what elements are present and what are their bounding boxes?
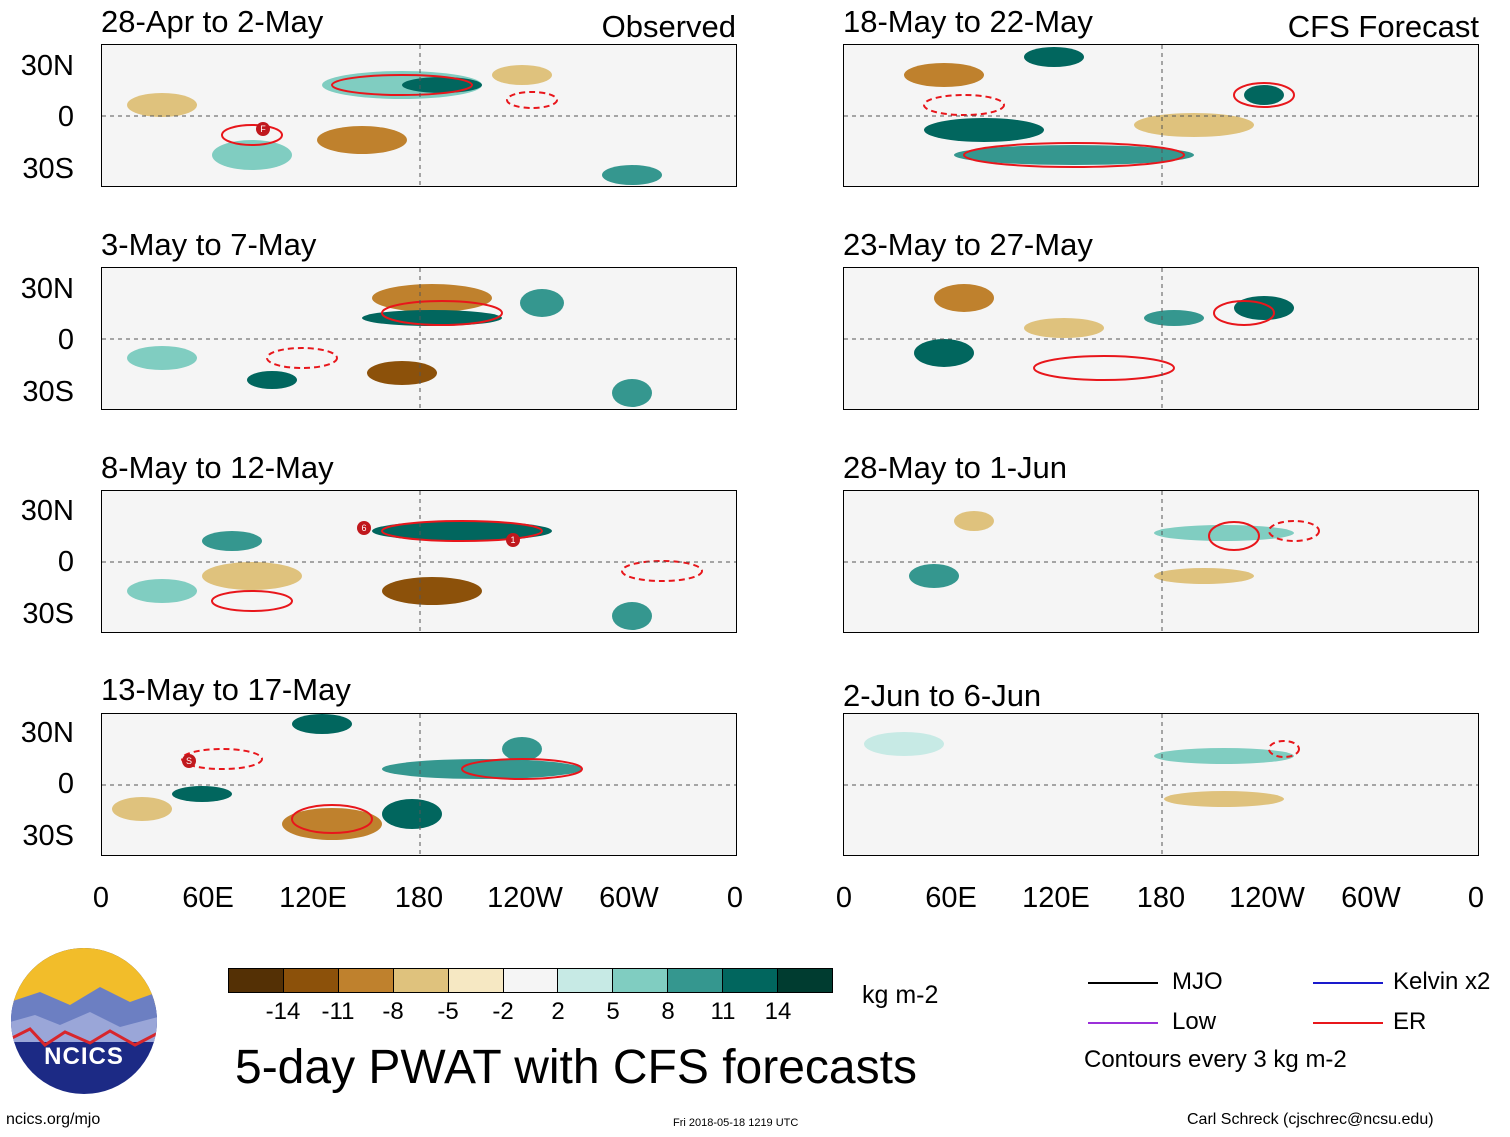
lat-label: 0 xyxy=(57,768,74,800)
map-panel-obs-3 xyxy=(101,490,737,633)
map-panel-fcst-1 xyxy=(843,44,1479,187)
footer-url[interactable]: ncics.org/mjo xyxy=(6,1111,101,1128)
legend-label-er: ER xyxy=(1393,1008,1427,1035)
panel-title-fcst-4: 2-Jun to 6-Jun xyxy=(843,678,1042,713)
lon-label: 0 xyxy=(92,882,110,914)
low-line-swatch xyxy=(1088,1022,1158,1024)
tropical-storm-marker: 6 xyxy=(357,521,371,535)
colorbar-swatch xyxy=(668,969,724,992)
legend-label-mjo: MJO xyxy=(1172,968,1223,995)
colorbar-swatch xyxy=(778,969,832,992)
panel-title-fcst-3: 28-May to 1-Jun xyxy=(843,450,1067,485)
colorbar-swatch xyxy=(503,969,559,992)
legend-label-low: Low xyxy=(1172,1008,1217,1035)
colorbar-swatch xyxy=(558,969,614,992)
lon-label: 120W xyxy=(487,882,563,914)
colorbar-swatch xyxy=(338,969,394,992)
ncics-logo: NCICS xyxy=(10,947,158,1095)
colorbar-tick: 5 xyxy=(606,998,620,1025)
colorbar-tick: -11 xyxy=(321,998,355,1025)
lon-label: 120E xyxy=(1022,882,1090,914)
lat-label: 30N xyxy=(20,273,74,305)
map-panel-fcst-3 xyxy=(843,490,1479,633)
pwat-anomaly-map-fcst-1 xyxy=(844,45,1478,186)
tropical-storm-marker: 1 xyxy=(506,533,520,547)
colorbar-tick: 2 xyxy=(551,998,565,1025)
lon-label: 120E xyxy=(279,882,347,914)
lat-label: 30S xyxy=(22,598,74,630)
contour-interval-note: Contours every 3 kg m-2 xyxy=(1084,1046,1347,1073)
colorbar-swatch xyxy=(229,969,284,992)
lon-label: 0 xyxy=(726,882,744,914)
lat-label: 30N xyxy=(20,495,74,527)
lon-label: 180 xyxy=(394,882,444,914)
mjo-line-swatch xyxy=(1088,982,1158,984)
observed-label: Observed xyxy=(601,9,736,44)
colorbar-swatch xyxy=(393,969,449,992)
pwat-anomaly-map-obs-1 xyxy=(102,45,736,186)
pwat-anomaly-map-obs-4 xyxy=(102,714,736,855)
lat-label: 0 xyxy=(57,546,74,578)
colorbar-tick: -8 xyxy=(382,998,404,1025)
pwat-anomaly-map-obs-3 xyxy=(102,491,736,632)
lat-label: 30S xyxy=(22,820,74,852)
colorbar-units: kg m-2 xyxy=(862,981,939,1009)
lon-label: 0 xyxy=(1467,882,1485,914)
footer-timestamp: Fri 2018-05-18 1219 UTC xyxy=(673,1117,799,1129)
map-panel-fcst-4 xyxy=(843,713,1479,856)
lon-label: 180 xyxy=(1136,882,1186,914)
er-line-swatch xyxy=(1313,1022,1383,1024)
lon-label: 60E xyxy=(925,882,977,914)
map-panel-fcst-2 xyxy=(843,267,1479,410)
colorbar-tick: 11 xyxy=(710,998,736,1025)
panel-title-obs-3: 8-May to 12-May xyxy=(101,450,334,485)
lat-label: 0 xyxy=(57,101,74,133)
lon-label: 60E xyxy=(182,882,234,914)
panel-title-fcst-2: 23-May to 27-May xyxy=(843,227,1093,262)
lat-label: 30S xyxy=(22,376,74,408)
lon-label: 0 xyxy=(835,882,853,914)
kelvin-line-swatch xyxy=(1313,982,1383,984)
lat-label: 30N xyxy=(20,50,74,82)
colorbar-tick: 14 xyxy=(764,998,792,1025)
footer-credit: Carl Schreck (cjschrec@ncsu.edu) xyxy=(1187,1111,1434,1128)
colorbar-tick: 8 xyxy=(661,998,675,1025)
lon-label: 60W xyxy=(1341,882,1401,914)
panel-title-obs-1: 28-Apr to 2-May xyxy=(101,4,324,39)
lon-label: 120W xyxy=(1229,882,1305,914)
map-panel-obs-4 xyxy=(101,713,737,856)
colorbar-tick: -14 xyxy=(265,998,301,1025)
main-title: 5-day PWAT with CFS forecasts xyxy=(235,1041,917,1094)
colorbar-swatch xyxy=(283,969,339,992)
forecast-label: CFS Forecast xyxy=(1287,9,1479,44)
colorbar-swatch xyxy=(723,969,779,992)
map-panel-obs-2 xyxy=(101,267,737,410)
pwat-anomaly-map-obs-2 xyxy=(102,268,736,409)
pwat-anomaly-map-fcst-4 xyxy=(844,714,1478,855)
pwat-anomaly-map-fcst-2 xyxy=(844,268,1478,409)
colorbar-swatch xyxy=(613,969,669,992)
ncics-logo-icon xyxy=(11,948,157,1094)
logo-text: NCICS xyxy=(44,1043,124,1070)
legend-label-kelvin: Kelvin x2 xyxy=(1393,968,1491,995)
lat-label: 0 xyxy=(57,324,74,356)
panel-title-obs-2: 3-May to 7-May xyxy=(101,227,317,262)
lat-label: 30N xyxy=(20,717,74,749)
colorbar xyxy=(228,968,833,993)
map-panel-obs-1 xyxy=(101,44,737,187)
panel-title-fcst-1: 18-May to 22-May xyxy=(843,4,1093,39)
lat-label: 30S xyxy=(22,153,74,185)
colorbar-swatch xyxy=(448,969,504,992)
colorbar-tick: -2 xyxy=(492,998,514,1025)
tropical-storm-marker: S xyxy=(182,754,196,768)
colorbar-tick: -5 xyxy=(437,998,459,1025)
pwat-anomaly-map-fcst-3 xyxy=(844,491,1478,632)
lon-label: 60W xyxy=(599,882,659,914)
tropical-storm-marker: F xyxy=(256,122,270,136)
panel-title-obs-4: 13-May to 17-May xyxy=(101,672,351,707)
